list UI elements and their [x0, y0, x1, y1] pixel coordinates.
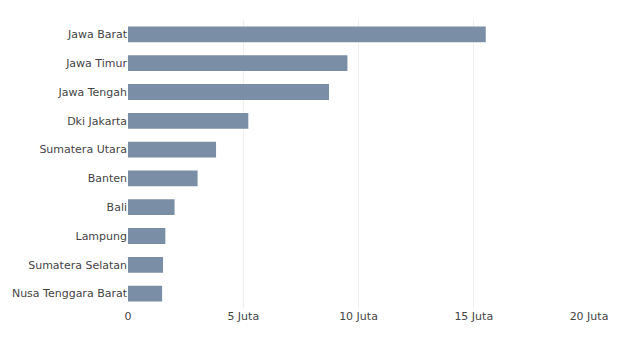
- svg-text:Lampung: Lampung: [76, 230, 128, 243]
- svg-text:15 Juta: 15 Juta: [454, 310, 493, 323]
- svg-text:10 Juta: 10 Juta: [339, 310, 378, 323]
- svg-text:Sumatera Selatan: Sumatera Selatan: [28, 259, 127, 272]
- svg-text:Bali: Bali: [107, 201, 127, 214]
- svg-text:20 Juta: 20 Juta: [570, 310, 609, 323]
- svg-text:Jawa Barat: Jawa Barat: [67, 28, 128, 41]
- svg-text:Banten: Banten: [88, 172, 127, 185]
- svg-text:Dki Jakarta: Dki Jakarta: [67, 115, 127, 128]
- svg-text:0: 0: [125, 310, 132, 323]
- svg-text:Jawa Tengah: Jawa Tengah: [57, 86, 127, 99]
- svg-text:5 Juta: 5 Juta: [227, 310, 259, 323]
- svg-text:Sumatera Utara: Sumatera Utara: [39, 143, 127, 156]
- svg-text:Jawa Timur: Jawa Timur: [65, 57, 127, 70]
- svg-text:Nusa Tenggara Barat: Nusa Tenggara Barat: [12, 287, 128, 300]
